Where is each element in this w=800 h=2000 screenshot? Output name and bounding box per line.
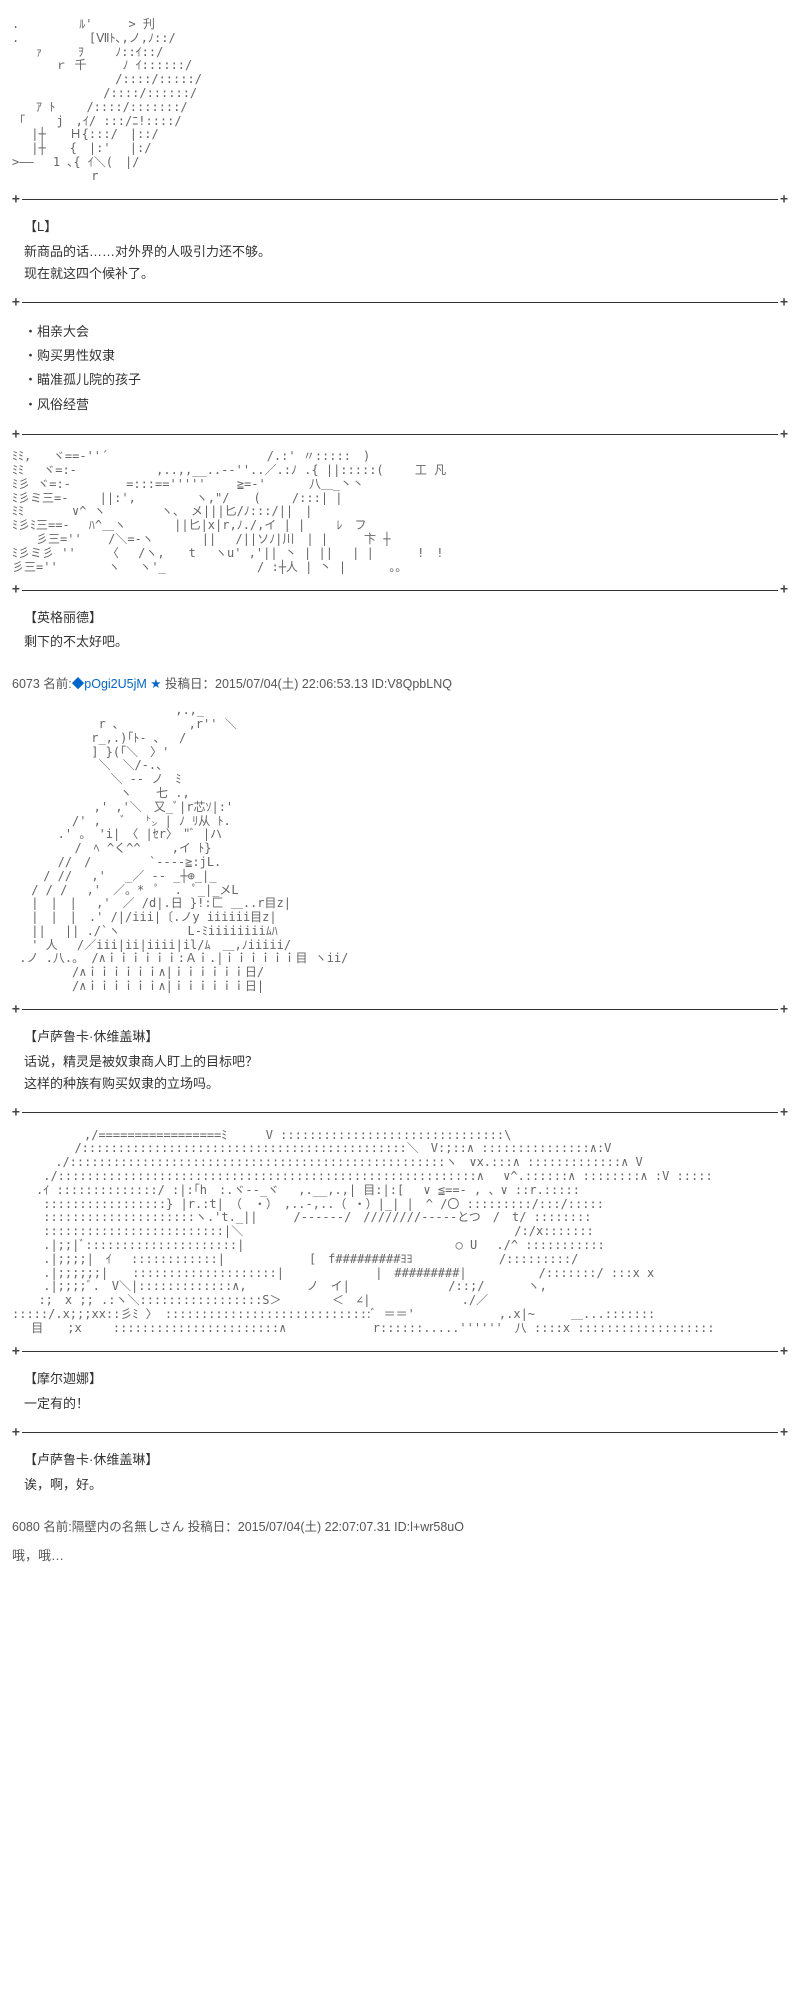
post-meta: 投稿日：2015/07/04(土) 22:06:53.13 ID:V8QpbLN… [165, 677, 452, 691]
post-trip[interactable]: ◆pOgi2U5jM [72, 677, 147, 691]
dialogue-content: 一定有的！ [12, 1389, 788, 1419]
ascii-art-4: ,/=================ﾐ V :::::::::::::::::… [12, 1129, 788, 1336]
list-item: ・风俗经营 [24, 393, 776, 417]
post-number: 6073 [12, 677, 40, 691]
dialogue-content: 诶，啊，好。 [12, 1470, 788, 1500]
post-header: 6080 名前:隔壁内の名無しさん 投稿日：2015/07/04(土) 22:0… [12, 1518, 788, 1537]
speaker-label: 【卢萨鲁卡·休维盖琳】 [12, 1023, 788, 1047]
divider [12, 293, 788, 313]
ascii-art-3: ,.,_ r ､ ,r'' ＼ r_,.)｢ﾄ- ､ / ] }(｢＼ 〉' ＼… [12, 704, 788, 994]
speaker-label: 【摩尔迦娜】 [12, 1365, 788, 1389]
comment-text: 哦，哦… [12, 1546, 788, 1566]
dialogue-line: 诶，啊，好。 [24, 1474, 776, 1496]
list-item: ・瞄准孤儿院的孩子 [24, 368, 776, 392]
post-name-prefix: 名前: [43, 677, 71, 691]
speaker-label: 【L】 [12, 213, 788, 237]
divider [12, 425, 788, 445]
ascii-art-2: ﾐﾐ, ヾ==‐''´ /.:' 〃::::: ) ﾐﾐ ヾ=:‐ ,..,,_… [12, 450, 788, 574]
post-name-prefix: 名前: [43, 1520, 71, 1534]
divider [12, 1423, 788, 1443]
dialogue-line: 这样的种族有购买奴隶的立场吗。 [24, 1073, 776, 1095]
dialogue-content: 剩下的不太好吧。 [12, 627, 788, 657]
speaker-label: 【英格丽德】 [12, 604, 788, 628]
list-item: ・相亲大会 [24, 320, 776, 344]
ascii-art-1: . ﾙ' > 刋 . [Ⅶﾄ､,ノ,ﾉ::/ ｧ ｦ ﾉ::ｲ::/ ｒ 千 ﾉ… [12, 18, 788, 184]
dialogue-line: 话说，精灵是被奴隶商人盯上的目标吧？ [24, 1051, 776, 1073]
dialogue-line: 一定有的！ [24, 1393, 776, 1415]
dialogue-line: 剩下的不太好吧。 [24, 631, 776, 653]
dialogue-content: 新商品的话……对外界的人吸引力还不够。 现在就这四个候补了。 [12, 237, 788, 289]
option-list: ・相亲大会 ・购买男性奴隶 ・瞄准孤儿院的孩子 ・风俗经营 [12, 316, 788, 420]
divider [12, 1000, 788, 1020]
divider [12, 190, 788, 210]
divider [12, 1342, 788, 1362]
post-header: 6073 名前:◆pOgi2U5jM ★ 投稿日：2015/07/04(土) 2… [12, 675, 788, 694]
divider [12, 1103, 788, 1123]
list-item: ・购买男性奴隶 [24, 344, 776, 368]
post-number: 6080 [12, 1520, 40, 1534]
dialogue-line: 现在就这四个候补了。 [24, 263, 776, 285]
speaker-label: 【卢萨鲁卡·休维盖琳】 [12, 1446, 788, 1470]
star-icon: ★ [150, 677, 161, 691]
post-name: 隔壁内の名無しさん [72, 1520, 185, 1534]
dialogue-line: 新商品的话……对外界的人吸引力还不够。 [24, 241, 776, 263]
dialogue-content: 话说，精灵是被奴隶商人盯上的目标吧？ 这样的种族有购买奴隶的立场吗。 [12, 1047, 788, 1099]
divider [12, 580, 788, 600]
post-meta: 投稿日：2015/07/04(土) 22:07:07.31 ID:l+wr58u… [188, 1520, 464, 1534]
